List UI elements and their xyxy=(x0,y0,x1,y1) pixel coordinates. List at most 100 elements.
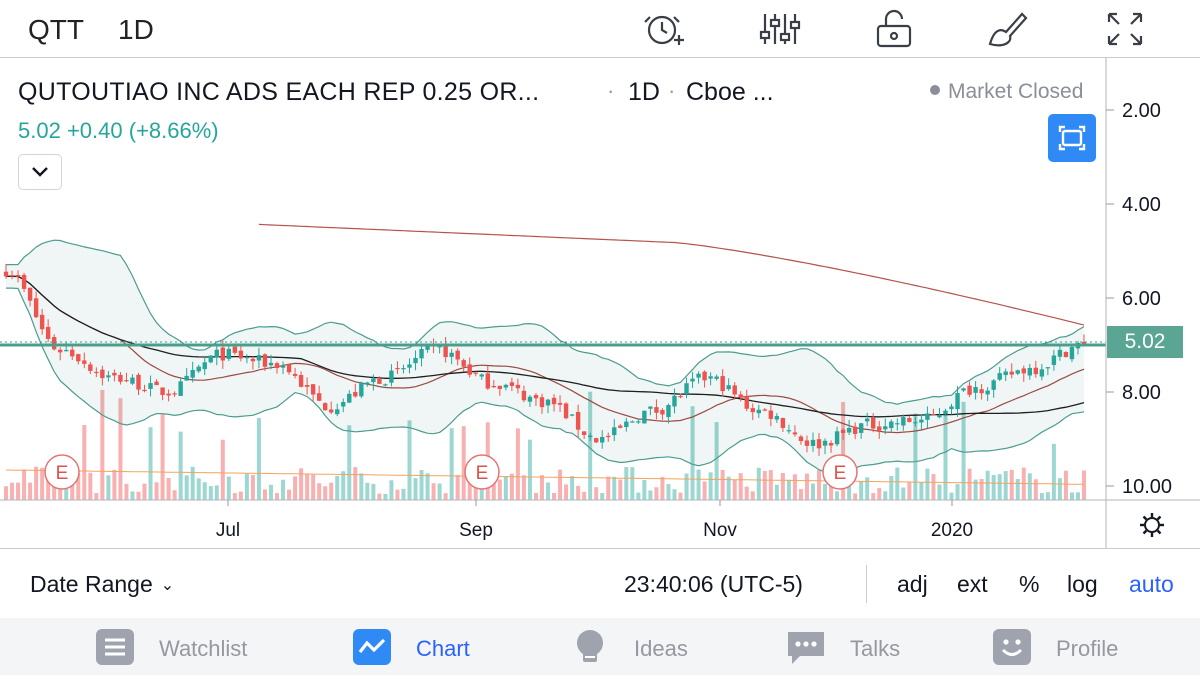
date-range-button[interactable]: Date Range ⌄ xyxy=(30,571,174,598)
volume-bar xyxy=(527,439,532,500)
volume-bar xyxy=(455,475,460,500)
volume-bar xyxy=(220,439,225,500)
candle-body xyxy=(581,431,587,436)
candle-body xyxy=(1009,371,1014,375)
volume-bar xyxy=(708,472,713,500)
timezone-clock[interactable]: 23:40:06 (UTC-5) xyxy=(624,571,803,597)
interval-button[interactable]: 1D xyxy=(118,14,154,45)
candle-body xyxy=(690,378,695,382)
fullscreen-button[interactable] xyxy=(1048,114,1096,162)
candle-body xyxy=(606,435,611,438)
candle-body xyxy=(461,360,466,367)
legend-collapse-button[interactable] xyxy=(18,154,62,190)
price-tick-label: 2.00 xyxy=(1122,100,1161,122)
indicators-icon[interactable] xyxy=(757,8,801,50)
adj-toggle[interactable]: adj xyxy=(897,571,928,597)
candle-body xyxy=(515,384,521,389)
percent-toggle[interactable]: % xyxy=(1019,571,1040,597)
candle-body xyxy=(341,402,346,407)
candle-body xyxy=(196,366,201,372)
settings-gear-icon[interactable] xyxy=(1140,513,1164,537)
volume-bar xyxy=(738,473,743,500)
price-chart[interactable]: 10.00 8.00 6.00 4.00 2.00 Jul Sep Nov 2020 E E E xyxy=(0,58,1200,548)
candle-body xyxy=(136,374,141,390)
candle-body xyxy=(21,274,27,289)
log-toggle[interactable]: log xyxy=(1067,571,1098,597)
volume-bar xyxy=(696,469,701,500)
volume-bar xyxy=(256,417,261,500)
volume-bar xyxy=(287,489,292,500)
candle-body xyxy=(148,383,153,389)
candle-body xyxy=(702,371,707,381)
volume-bar xyxy=(1075,492,1080,500)
candle-body xyxy=(509,382,515,386)
candle-body xyxy=(142,389,147,392)
volume-bar xyxy=(497,479,502,500)
volume-bar xyxy=(40,467,45,500)
candle-body xyxy=(828,443,834,446)
top-toolbar: QTT 1D xyxy=(0,0,1200,58)
volume-bar xyxy=(407,420,412,500)
earnings-marker[interactable]: E xyxy=(44,454,80,490)
candle-body xyxy=(88,364,93,371)
candle-body xyxy=(347,393,352,403)
time-tick-label: Jul xyxy=(216,520,240,541)
candle-body xyxy=(335,409,340,415)
candle-body xyxy=(166,393,171,396)
alarm-add-icon[interactable] xyxy=(642,8,686,50)
symbol-button[interactable]: QTT xyxy=(28,14,84,45)
candle-body xyxy=(630,421,635,423)
volume-bar xyxy=(46,467,51,500)
volume-bar xyxy=(714,422,719,500)
candle-body xyxy=(292,373,298,376)
fullscreen-expand-icon[interactable] xyxy=(1103,8,1147,50)
volume-bar xyxy=(22,469,27,500)
candle-body xyxy=(425,345,430,350)
ext-toggle[interactable]: ext xyxy=(957,571,988,597)
candle-body xyxy=(274,363,280,369)
candle-body xyxy=(322,403,328,411)
candle-body xyxy=(955,393,960,410)
volume-bar xyxy=(798,489,803,500)
volume-bar xyxy=(112,469,117,500)
volume-bar xyxy=(1045,492,1050,500)
candle-body xyxy=(786,430,792,432)
legend-interval: 1D xyxy=(628,78,660,106)
candle-body xyxy=(973,387,978,393)
volume-bar xyxy=(377,493,382,500)
candle-body xyxy=(64,350,69,352)
earnings-marker-label: E xyxy=(834,463,847,484)
candle-body xyxy=(569,414,575,416)
candle-body xyxy=(648,406,653,409)
volume-bar xyxy=(106,475,111,500)
ideas-icon xyxy=(570,628,610,666)
volume-bar xyxy=(1051,443,1056,500)
volume-bar xyxy=(232,493,237,500)
drawing-brush-icon[interactable] xyxy=(986,8,1030,50)
candle-body xyxy=(172,393,177,395)
candle-body xyxy=(539,397,545,408)
candle-body xyxy=(1057,349,1063,357)
earnings-marker[interactable]: E xyxy=(822,454,858,490)
volume-bar xyxy=(895,467,900,500)
candle-body xyxy=(985,390,990,395)
volume-bar xyxy=(780,472,785,500)
gear-tooth xyxy=(1156,515,1162,521)
volume-bar xyxy=(214,485,219,500)
chart-area[interactable]: 10.00 8.00 6.00 4.00 2.00 Jul Sep Nov 2020 E E E Q… xyxy=(0,58,1200,548)
earnings-marker[interactable]: E xyxy=(464,454,500,490)
candle-body xyxy=(154,381,159,386)
candle-body xyxy=(642,410,647,424)
candle-body xyxy=(774,416,780,420)
volume-bar xyxy=(624,467,629,500)
lock-open-icon[interactable] xyxy=(872,8,916,50)
candle-body xyxy=(58,349,63,353)
candle-body xyxy=(937,415,942,418)
volume-bar xyxy=(865,477,870,500)
candle-body xyxy=(979,389,984,394)
nav-label: Watchlist xyxy=(159,636,248,661)
auto-toggle[interactable]: auto xyxy=(1129,571,1174,597)
candle-body xyxy=(220,347,226,361)
volume-bar xyxy=(311,474,316,500)
volume-bar xyxy=(166,477,171,500)
